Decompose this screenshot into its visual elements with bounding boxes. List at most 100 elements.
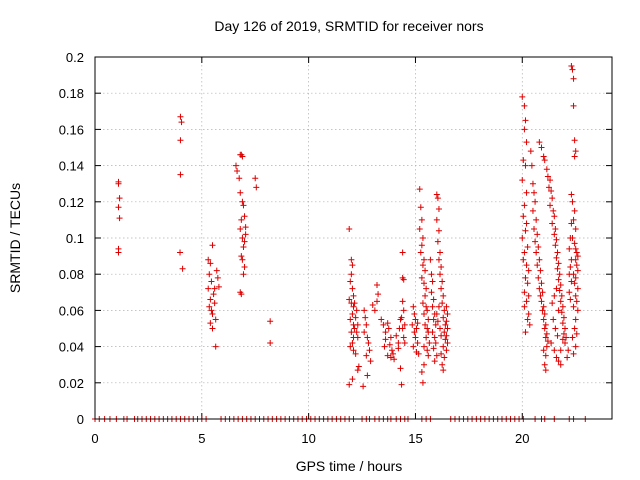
data-point [555,358,562,365]
data-point [523,262,530,269]
y-tick-label: 0.06 [59,303,84,318]
data-point [267,339,274,346]
data-point [573,298,580,305]
data-point [115,180,122,187]
data-point [239,153,246,160]
x-tick-label: 0 [91,431,98,446]
data-point [573,330,580,337]
data-point [553,236,560,243]
data-point [519,235,526,241]
data-point [115,204,122,211]
data-point [401,321,408,328]
data-point [421,311,427,318]
data-point [238,291,245,298]
data-point [572,292,579,299]
data-point [354,321,361,328]
data-point [352,314,359,321]
data-point [540,316,547,323]
data-point [571,153,578,160]
data-point [519,177,526,184]
data-point [349,376,356,383]
data-point [419,262,426,269]
data-point [573,262,580,269]
data-point [521,126,528,133]
data-point [177,171,184,178]
data-point [428,271,435,278]
data-point [440,314,447,321]
data-point [557,347,564,354]
data-point [534,262,541,269]
data-point [440,367,447,374]
data-point [382,336,389,343]
data-point [571,280,578,287]
data-point [433,311,440,318]
data-point [419,235,426,241]
data-point [211,285,218,292]
data-point [385,325,392,332]
data-point [362,314,369,321]
data-point [522,117,529,124]
data-point [209,311,216,318]
data-point [424,307,431,314]
data-point [412,334,419,341]
data-point [411,329,418,336]
data-point [552,242,559,249]
data-point [367,358,374,365]
data-point [205,256,212,263]
data-point [551,231,558,238]
data-point [444,311,451,318]
data-point [569,334,576,341]
data-point [541,361,548,368]
data-point [422,292,429,299]
data-point [238,216,245,223]
data-point [550,207,557,214]
data-point [541,157,548,164]
data-point [558,309,565,316]
data-point [556,271,563,278]
data-point [374,282,380,289]
data-point [398,314,405,321]
data-point [523,220,530,227]
data-point [240,202,247,209]
data-point [115,249,122,256]
data-point [435,303,442,310]
y-tick-label: 0.14 [59,159,84,174]
data-point [523,298,530,305]
data-point [434,238,441,245]
data-point [421,343,427,350]
data-point [417,204,424,211]
data-point [544,173,551,180]
y-tick-labels: 0 0.02 0.04 0.06 0.08 0.1 0.12 0.14 0.16 0.18 0.2 [59,50,84,427]
data-point [397,365,404,372]
data-point [552,225,559,232]
data-point [553,285,560,292]
data-point [522,274,529,281]
data-point [416,186,423,193]
data-point [391,356,398,363]
data-point [565,347,572,354]
data-point [418,242,425,249]
data-point [430,345,437,352]
data-point [209,242,216,249]
data-point [568,278,575,285]
data-point [524,280,531,287]
data-point [434,318,441,325]
data-point [531,225,538,232]
data-point [349,262,356,269]
data-point [419,379,426,386]
data-point [556,287,563,294]
data-point [399,249,406,256]
data-point [443,318,450,325]
data-point [557,298,564,305]
data-point [242,224,249,231]
data-point [424,347,431,354]
data-point [429,278,436,285]
data-point [351,325,358,332]
data-point [440,343,447,350]
data-point [543,166,550,173]
data-point [441,307,448,314]
data-point [438,285,445,292]
data-point [568,63,575,70]
data-point [522,227,529,234]
data-point [562,325,568,332]
